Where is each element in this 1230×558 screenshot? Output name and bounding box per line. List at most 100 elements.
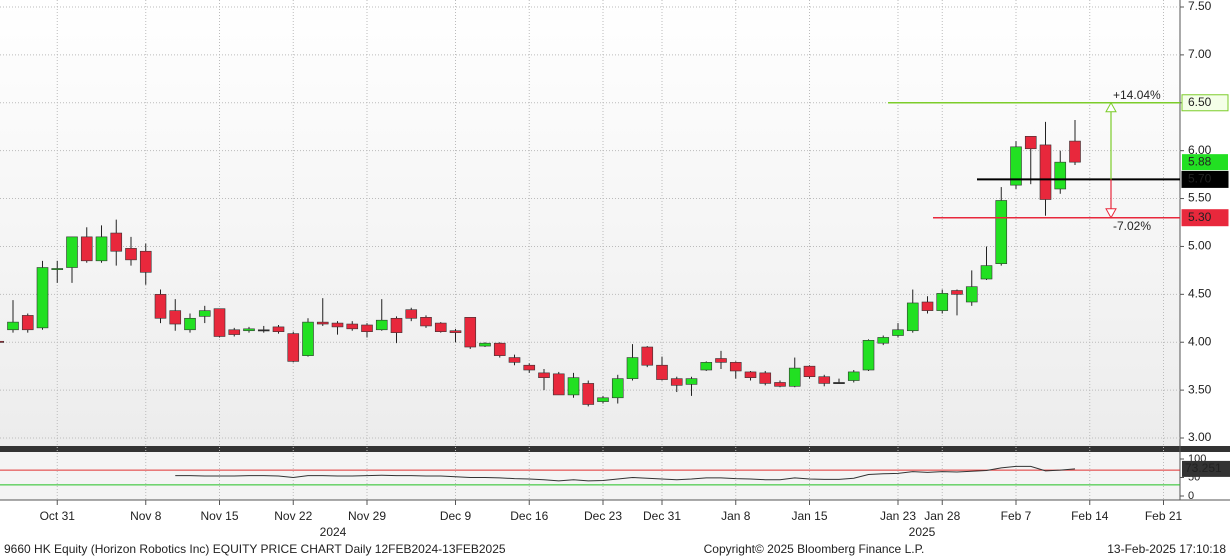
candle-body xyxy=(169,310,182,325)
candle-body xyxy=(110,232,123,252)
x-tick-label: Dec 16 xyxy=(510,509,548,523)
candle-body xyxy=(744,371,757,378)
candle-body xyxy=(66,236,78,268)
change-label: -7.02% xyxy=(1113,219,1151,233)
rsi-last-label: 73.251 xyxy=(1185,461,1222,475)
candle-body xyxy=(567,377,580,396)
candle-body xyxy=(1069,140,1081,163)
y-tick-label: 0 xyxy=(1188,490,1194,502)
candle-body xyxy=(597,397,609,402)
last-price-label: 5.88 xyxy=(1188,154,1212,168)
x-tick-label: Jan 28 xyxy=(924,509,960,523)
candle-body xyxy=(818,376,831,384)
candle-body xyxy=(390,317,403,333)
x-tick-label: Feb 21 xyxy=(1145,509,1183,523)
level-label: 5.70 xyxy=(1188,172,1212,186)
candle-body xyxy=(611,378,624,399)
candle-body xyxy=(375,319,388,331)
footer-center: Copyright© 2025 Bloomberg Finance L.P. xyxy=(704,542,925,556)
y-tick-label: 7.00 xyxy=(1188,47,1212,61)
candle-body xyxy=(685,378,698,385)
y-tick-label: 7.50 xyxy=(1188,0,1212,13)
candle-body xyxy=(80,236,93,262)
x-tick-label: Feb 7 xyxy=(1001,509,1032,523)
candle-body xyxy=(508,357,521,363)
candle-body xyxy=(833,382,845,384)
level-label: 6.50 xyxy=(1188,95,1212,109)
candle-body xyxy=(641,346,654,366)
level-box xyxy=(1181,209,1229,227)
level-box xyxy=(1181,170,1229,188)
candle-body xyxy=(228,329,241,335)
candle-body xyxy=(51,268,64,270)
x-tick-label: Nov 22 xyxy=(274,509,312,523)
candle-body xyxy=(847,371,860,381)
candle-body xyxy=(479,342,491,347)
candle-body xyxy=(980,265,993,280)
y-tick-label: 5.00 xyxy=(1188,239,1212,253)
candle-body xyxy=(877,337,890,344)
x-tick-label: Nov 8 xyxy=(130,509,162,523)
y-tick-label: 4.00 xyxy=(1188,334,1212,348)
y-tick-label: 5.50 xyxy=(1188,191,1212,205)
candle-body xyxy=(95,236,108,262)
candle-body xyxy=(464,317,477,348)
candle-body xyxy=(995,200,1008,264)
x-tick-label: Dec 9 xyxy=(440,509,472,523)
candle-body xyxy=(36,267,49,329)
x-tick-label: Nov 29 xyxy=(348,509,386,523)
x-tick-label: Dec 23 xyxy=(584,509,622,523)
candle-body xyxy=(434,322,447,332)
arrow-head xyxy=(1105,101,1117,113)
candle-body xyxy=(125,248,137,261)
rsi-line xyxy=(175,465,1076,482)
candle-body xyxy=(892,329,904,336)
candle-body xyxy=(538,372,550,378)
x-tick-label: Nov 15 xyxy=(200,509,238,523)
x-tick-label: Dec 31 xyxy=(643,509,681,523)
candle-body xyxy=(552,373,565,396)
candle-body xyxy=(243,328,255,332)
candle-body xyxy=(921,301,934,311)
y-tick-label: 4.50 xyxy=(1188,287,1212,301)
candle-body xyxy=(523,364,536,371)
year-label: 2025 xyxy=(909,525,936,539)
candle-body xyxy=(302,321,314,356)
candle-body xyxy=(774,382,786,387)
candle-body xyxy=(272,326,285,332)
x-tick-label: Jan 15 xyxy=(791,509,827,523)
candle-body xyxy=(1024,135,1037,150)
candle-body xyxy=(213,308,226,337)
candle-body xyxy=(287,333,300,362)
x-tick-label: Jan 8 xyxy=(721,509,751,523)
candle-body xyxy=(700,362,713,371)
candle-body xyxy=(862,340,875,371)
candle-body xyxy=(184,317,196,331)
candle-body xyxy=(582,383,595,405)
x-tick-label: Oct 31 xyxy=(40,509,76,523)
candle-body xyxy=(21,315,34,331)
candle-body xyxy=(729,362,742,372)
candle-body xyxy=(405,309,418,319)
candle-body xyxy=(936,293,949,311)
candle-body xyxy=(803,365,816,378)
candle-body xyxy=(449,330,462,333)
candle-body xyxy=(331,322,344,328)
change-label: +14.04% xyxy=(1113,88,1161,102)
footer-left: 9660 HK Equity (Horizon Robotics Inc) EQ… xyxy=(4,542,506,556)
candle-body xyxy=(670,378,683,386)
year-label: 2024 xyxy=(320,525,347,539)
candle-body xyxy=(493,342,506,356)
footer-right: 13-Feb-2025 17:10:18 xyxy=(1107,542,1226,556)
candle-body xyxy=(1010,146,1022,186)
panel-separator xyxy=(0,446,1230,452)
candle-body xyxy=(346,323,359,330)
candle-body xyxy=(420,317,432,327)
y-tick-label: 3.00 xyxy=(1188,430,1212,444)
x-tick-label: Jan 23 xyxy=(880,509,916,523)
rsi-last-box xyxy=(1182,460,1230,477)
candle-body xyxy=(951,290,963,295)
candle-body xyxy=(7,321,19,331)
